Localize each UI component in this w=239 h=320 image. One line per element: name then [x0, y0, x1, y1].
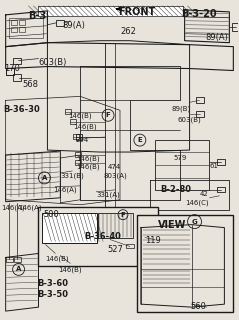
Text: 89(A): 89(A)	[206, 33, 228, 42]
Text: 603(B): 603(B)	[178, 116, 201, 123]
Text: 146(B): 146(B)	[58, 266, 82, 273]
Text: 146(B): 146(B)	[73, 123, 97, 130]
Text: 170: 170	[4, 64, 20, 73]
Bar	[38, 6, 183, 16]
Bar	[137, 215, 233, 312]
Bar	[14, 257, 21, 262]
Bar	[73, 134, 79, 139]
Text: 89(B): 89(B)	[172, 105, 191, 112]
Bar	[217, 159, 225, 165]
Text: B-3-20: B-3-20	[181, 9, 216, 19]
Bar	[196, 97, 204, 103]
Bar	[70, 119, 76, 124]
Text: 527: 527	[107, 244, 123, 253]
Bar	[196, 111, 204, 117]
Bar	[56, 20, 64, 26]
Bar	[126, 244, 134, 249]
Text: 331(B): 331(B)	[60, 173, 84, 180]
Bar	[11, 20, 16, 25]
Text: 560: 560	[190, 302, 206, 311]
Text: B-3: B-3	[28, 11, 47, 21]
Text: 89(A): 89(A)	[62, 21, 85, 30]
Bar	[76, 134, 82, 140]
Bar	[19, 27, 25, 32]
Text: 331(A): 331(A)	[96, 192, 120, 198]
Text: 146(B): 146(B)	[76, 155, 100, 162]
Text: 474: 474	[108, 164, 121, 170]
Bar	[9, 18, 43, 38]
Text: 146(A): 146(A)	[19, 205, 42, 211]
Text: 42: 42	[200, 191, 208, 197]
Text: B-3-60: B-3-60	[38, 279, 69, 288]
Text: 146(A): 146(A)	[53, 187, 77, 193]
Text: G: G	[192, 219, 197, 225]
Text: VIEW: VIEW	[158, 220, 186, 230]
Text: 568: 568	[22, 80, 38, 90]
Text: A: A	[16, 266, 21, 272]
Text: 262: 262	[120, 27, 136, 36]
Bar	[6, 257, 13, 262]
Text: 803(A): 803(A)	[103, 173, 127, 180]
Text: A: A	[42, 175, 47, 181]
Bar	[38, 207, 158, 266]
Text: 294: 294	[75, 137, 88, 143]
Bar	[19, 20, 25, 25]
Text: B-3-50: B-3-50	[38, 290, 69, 299]
Text: B-2-80: B-2-80	[160, 185, 191, 194]
Bar	[13, 75, 21, 82]
Bar	[232, 23, 238, 31]
Text: E: E	[137, 137, 142, 143]
Text: 603(B): 603(B)	[38, 58, 67, 67]
Bar	[98, 213, 133, 237]
Text: 146(B): 146(B)	[76, 164, 100, 171]
Bar	[217, 187, 225, 192]
Text: 146(B): 146(B)	[45, 255, 69, 262]
Text: 119: 119	[145, 236, 161, 244]
Bar	[75, 160, 81, 165]
Text: B-36-30: B-36-30	[4, 105, 40, 114]
Text: 146(C): 146(C)	[186, 200, 209, 206]
Text: 61: 61	[209, 163, 218, 169]
Bar	[6, 68, 14, 76]
Bar	[65, 109, 71, 114]
Text: 146(B): 146(B)	[68, 112, 92, 119]
Text: 146(A): 146(A)	[2, 205, 25, 211]
Text: F: F	[106, 112, 110, 118]
Bar	[155, 140, 209, 190]
Text: 500: 500	[43, 210, 59, 219]
Text: F: F	[121, 212, 125, 218]
Text: 579: 579	[174, 155, 187, 161]
Bar	[43, 213, 97, 243]
Bar	[75, 152, 81, 157]
Bar	[11, 27, 16, 32]
Text: FRONT: FRONT	[118, 7, 155, 17]
Text: B-36-40: B-36-40	[84, 232, 121, 241]
Bar	[13, 58, 21, 64]
